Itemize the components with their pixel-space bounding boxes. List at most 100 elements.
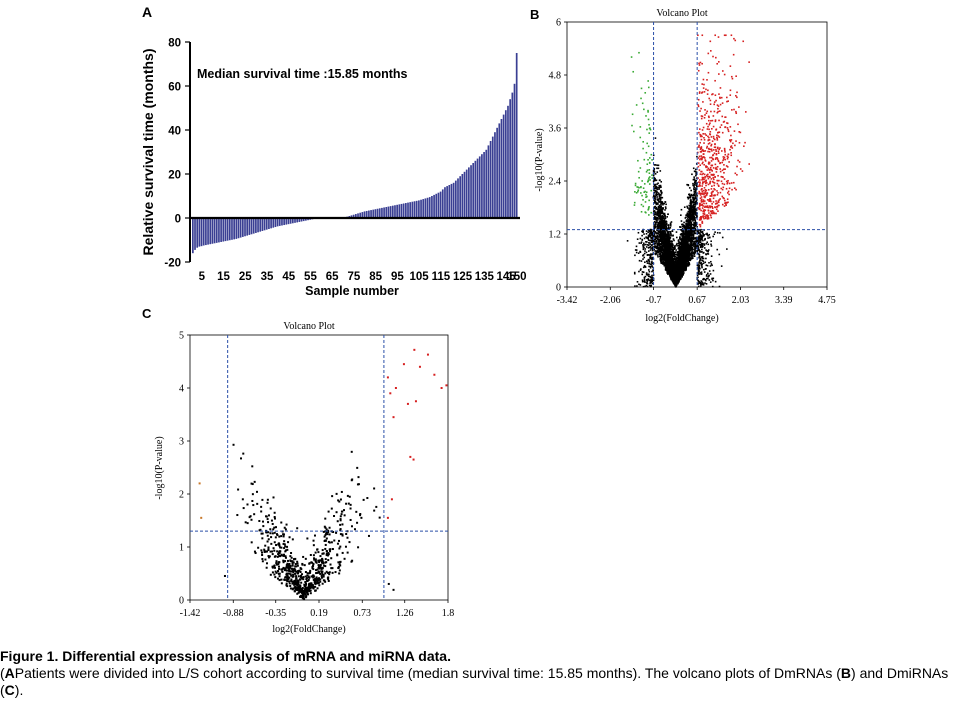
data-point — [657, 254, 659, 256]
bar — [481, 154, 483, 218]
data-point — [688, 187, 691, 189]
data-point — [685, 269, 687, 271]
panel-a-x-label: Sample number — [305, 284, 399, 298]
data-point — [656, 239, 659, 241]
data-point — [659, 250, 661, 253]
data-point — [707, 253, 710, 255]
bar — [211, 218, 214, 244]
data-point — [659, 193, 662, 196]
data-point — [662, 263, 665, 265]
data-point — [693, 219, 695, 221]
data-point — [660, 186, 662, 188]
data-point — [653, 195, 655, 197]
data-point — [652, 174, 655, 177]
data-point — [700, 256, 702, 258]
data-point — [693, 176, 695, 178]
data-point — [691, 218, 693, 220]
data-point — [656, 188, 659, 191]
data-point — [666, 248, 669, 251]
data-point — [648, 273, 650, 276]
data-point — [683, 250, 686, 253]
data-point — [688, 258, 691, 261]
data-point — [699, 246, 702, 249]
data-point — [693, 191, 696, 193]
data-point — [672, 259, 675, 262]
bar — [474, 160, 477, 218]
data-point — [664, 261, 667, 264]
data-point — [710, 263, 713, 265]
data-point — [685, 250, 688, 253]
data-point — [685, 227, 687, 230]
bar — [239, 218, 242, 238]
data-point — [682, 256, 685, 258]
data-point — [657, 215, 660, 217]
bar — [231, 218, 233, 240]
data-point — [664, 241, 667, 243]
data-point — [701, 281, 703, 284]
data-point — [718, 285, 721, 288]
data-point — [685, 263, 687, 265]
data-point — [660, 202, 662, 204]
data-point — [662, 248, 664, 251]
data-point — [687, 247, 689, 250]
data-point — [647, 244, 650, 246]
data-point — [707, 243, 710, 246]
data-point — [696, 250, 699, 253]
data-point — [710, 240, 712, 243]
data-point — [683, 253, 685, 256]
bar — [424, 198, 427, 218]
data-point — [702, 239, 704, 242]
data-point — [668, 257, 670, 260]
data-point — [656, 224, 659, 226]
data-point — [657, 232, 659, 235]
data-point — [652, 235, 655, 238]
data-point — [660, 217, 663, 220]
data-point — [684, 246, 687, 249]
data-point — [663, 212, 666, 215]
data-point — [626, 240, 629, 242]
data-point — [642, 285, 645, 288]
data-point — [664, 201, 666, 203]
data-point — [695, 212, 698, 214]
data-point — [704, 278, 707, 281]
bar — [387, 206, 390, 218]
bar — [259, 218, 262, 232]
data-point — [694, 237, 696, 239]
data-point — [681, 229, 683, 231]
bar — [411, 201, 414, 218]
data-point — [693, 245, 695, 248]
data-point — [687, 253, 690, 256]
data-point — [658, 236, 660, 238]
data-point — [671, 245, 674, 247]
data-point — [672, 249, 674, 251]
data-point — [688, 240, 691, 242]
y-tick-label: 40 — [168, 126, 181, 138]
panel-a-y-label: Relative survival time (months) — [140, 49, 156, 256]
data-point — [688, 210, 691, 213]
data-point — [660, 257, 662, 259]
data-point — [665, 259, 667, 262]
data-point — [693, 188, 695, 190]
data-point — [686, 241, 689, 244]
bar — [287, 218, 290, 225]
data-point — [693, 183, 696, 186]
data-point — [669, 230, 672, 233]
bar — [504, 110, 507, 218]
bar — [274, 218, 277, 228]
data-point — [638, 242, 641, 244]
bar — [376, 208, 379, 218]
data-point — [694, 251, 696, 254]
data-point — [678, 264, 681, 267]
data-point — [714, 231, 716, 233]
data-point — [659, 225, 661, 227]
data-point — [691, 229, 694, 232]
bar — [515, 53, 518, 218]
data-point — [651, 274, 653, 277]
data-point — [660, 258, 662, 260]
data-point — [672, 262, 675, 264]
data-point — [698, 240, 700, 243]
bar — [235, 218, 238, 239]
data-point — [668, 259, 671, 262]
data-point — [652, 154, 655, 157]
data-point — [666, 247, 669, 250]
